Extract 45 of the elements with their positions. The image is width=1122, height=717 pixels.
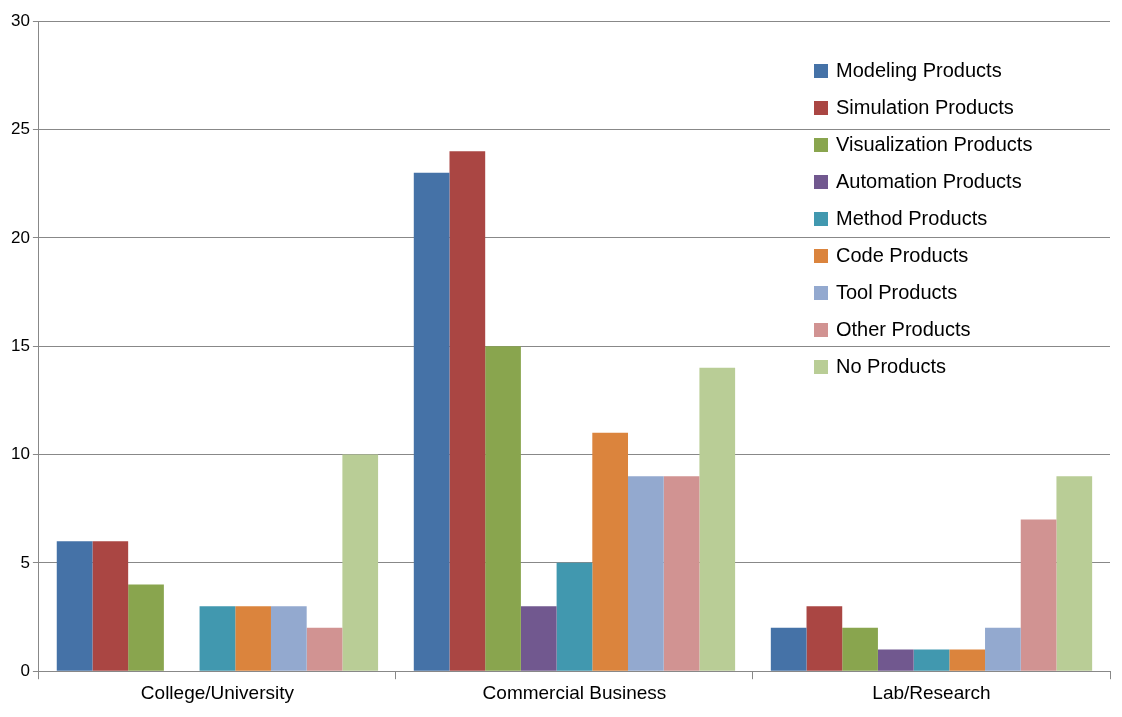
y-tick-label: 25 [10,119,30,139]
legend-label: Other Products [836,317,971,342]
bar [877,649,914,671]
bar [56,541,93,671]
bar [92,541,129,671]
x-tick-label: Commercial Business [482,681,667,703]
bar [1020,519,1057,671]
bar [770,627,807,671]
bar [806,606,843,671]
y-tick-label: 0 [20,660,30,680]
bar [270,606,307,671]
bar [1056,476,1093,671]
y-tick-label: 30 [10,10,30,30]
y-tick-label: 20 [10,227,30,247]
bar [449,151,486,671]
legend-label: Method Products [836,206,988,231]
bar [520,606,557,671]
y-tick-label: 15 [10,335,30,355]
bar [985,627,1021,671]
x-tick-label: College/University [140,681,295,703]
bar [592,432,629,671]
bar [913,649,950,671]
bar [628,476,664,671]
x-tick-label: Lab/Research [872,681,991,703]
y-tick-label: 5 [20,552,30,572]
bar [556,562,593,671]
bar [949,649,986,671]
y-tick-label: 10 [10,444,30,464]
bar [485,346,521,671]
legend-label: Automation Products [836,169,1022,194]
bar [342,454,379,671]
legend-label: Simulation Products [836,95,1014,120]
bar [663,476,700,671]
legend-label: Modeling Products [836,58,1002,83]
bar [199,606,236,671]
bar [235,606,271,671]
bar [699,367,736,671]
legend-label: No Products [836,354,947,379]
bar [128,584,164,671]
legend-label: Tool Products [836,280,958,305]
legend-label: Visualization Products [836,132,1033,157]
bar [413,172,450,671]
bar [842,627,878,671]
legend-label: Code Products [836,243,969,268]
bar [306,627,343,671]
